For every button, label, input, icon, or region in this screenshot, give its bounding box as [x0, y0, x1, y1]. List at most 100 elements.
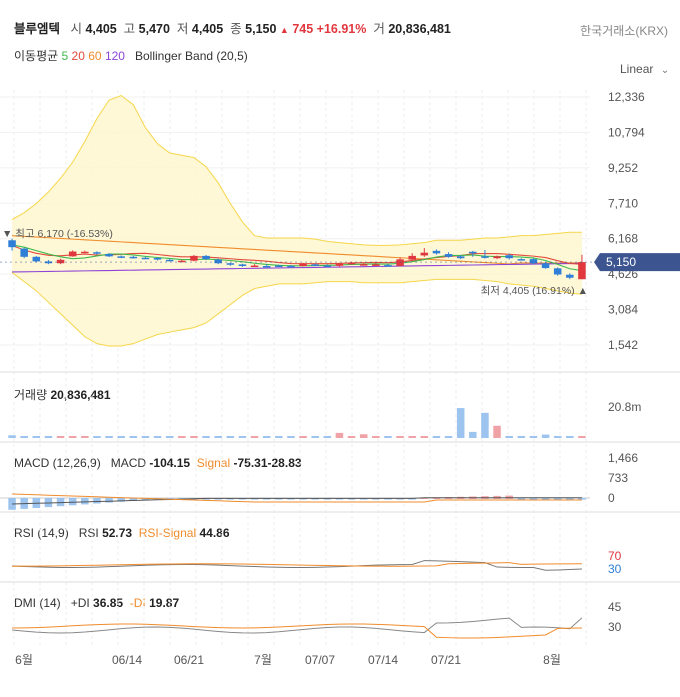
- price-tick-0: 12,336: [608, 90, 645, 104]
- candle-17: [214, 259, 222, 264]
- volume-bar-14: [178, 436, 186, 438]
- macd-hist-10: [129, 498, 138, 501]
- pdi-label: +DI: [70, 596, 90, 610]
- volume-bar-39: [481, 412, 489, 438]
- candle-11: [141, 257, 150, 260]
- macd-hist-8: [105, 498, 113, 503]
- macd-line: [12, 497, 582, 505]
- macd-tick-2: 0: [608, 491, 615, 505]
- change-arrow-icon: ▲: [279, 25, 289, 35]
- candle-9: [117, 256, 125, 258]
- x-tick-0: 6월: [15, 653, 33, 667]
- volume-bar-38: [469, 431, 477, 438]
- volume-bar-30: [372, 436, 380, 438]
- volume-bar-41: [505, 435, 513, 438]
- ma120-label[interactable]: 120: [104, 49, 125, 63]
- volume-bar-22: [275, 436, 283, 438]
- candle-42: [517, 259, 526, 261]
- volume-bar-13: [165, 436, 174, 438]
- macd-label: MACD: [110, 456, 147, 470]
- ma60-line: [12, 235, 582, 265]
- macd-tick-1: 733: [608, 471, 628, 485]
- candle-40: [493, 256, 501, 259]
- close-value: 5,150: [245, 22, 277, 36]
- dmi-tick-30: 30: [608, 620, 622, 634]
- candle-21: [262, 266, 271, 268]
- ma60-label[interactable]: 60: [88, 49, 102, 63]
- scale-dropdown[interactable]: Linear ⌄: [620, 62, 669, 76]
- volume-pane-value: 20,836,481: [50, 388, 111, 402]
- volume-bar-46: [566, 435, 574, 438]
- macd-pane-label: MACD (12,26,9) MACD -104.15 Signal -75.3…: [14, 456, 302, 470]
- macd-signal-line: [12, 493, 582, 503]
- volume-bar-9: [117, 436, 125, 438]
- candle-15: [190, 255, 198, 261]
- volume-bar-31: [384, 436, 392, 438]
- candle-27: [335, 263, 344, 266]
- mdi-label: -DI: [129, 596, 146, 610]
- candle-24: [299, 263, 307, 267]
- ma120-line: [12, 262, 582, 273]
- bollinger-upper-line: [11, 94, 582, 246]
- macd-hist-11: [141, 498, 150, 500]
- candle-31: [384, 265, 392, 267]
- volume-bar-28: [347, 436, 356, 438]
- volume-bar-40: [493, 425, 501, 438]
- volume-bar-25: [311, 436, 319, 438]
- price-tick-1: 10,794: [608, 125, 645, 139]
- change-value: 745: [292, 22, 314, 36]
- volume-bar-12: [153, 436, 162, 438]
- dmi-pane-label: DMI (14) +DI 36.85 -DI 19.87: [14, 596, 179, 610]
- rsi-label: RSI: [78, 526, 99, 540]
- ma5-label[interactable]: 5: [61, 49, 69, 63]
- candle-19: [238, 264, 247, 267]
- x-tick-5: 07/14: [368, 653, 398, 667]
- volume-pane-label: 거래량 20,836,481: [14, 386, 111, 403]
- macd-hist-7: [93, 498, 101, 504]
- high-annotation: ▼ 최고 6,170 (-16.53%): [2, 228, 113, 240]
- macd-tick-0: 1,466: [608, 451, 638, 465]
- volume-bar-32: [396, 436, 404, 438]
- current-price-label: 5,150: [606, 255, 636, 269]
- macd-hist-6: [81, 498, 89, 505]
- exchange-label: 한국거래소(KRX): [580, 24, 668, 38]
- macd-hist-45: [553, 498, 562, 500]
- volume-bar-27: [335, 432, 344, 438]
- volume-bar-47: [578, 436, 586, 438]
- volume-bar-4: [56, 436, 65, 438]
- bollinger-label[interactable]: Bollinger Band (20,5): [135, 49, 248, 63]
- candle-6: [81, 251, 89, 254]
- volume-bar-45: [553, 435, 562, 438]
- volume-bar-16: [202, 436, 210, 438]
- indicator-legend: 이동평균 5 20 60 120 Bollinger Band (20,5): [14, 47, 248, 64]
- price-tick-3: 7,710: [608, 196, 638, 210]
- macd-hist-9: [117, 498, 125, 502]
- candle-10: [129, 256, 138, 259]
- volume-bar-43: [529, 435, 538, 438]
- volume-bar-23: [287, 436, 295, 438]
- x-tick-3: 7월: [254, 653, 272, 667]
- volume-pane-title: 거래량: [14, 388, 48, 402]
- x-tick-4: 07/07: [305, 653, 335, 667]
- candle-45: [553, 268, 562, 275]
- candle-12: [153, 257, 162, 260]
- x-tick-1: 06/14: [112, 653, 142, 667]
- bollinger-lower-line: [11, 272, 582, 347]
- candle-35: [432, 250, 441, 254]
- candle-36: [444, 254, 453, 257]
- volume-bar-34: [420, 436, 429, 438]
- price-tick-2: 9,252: [608, 161, 638, 175]
- candle-0: [8, 240, 16, 248]
- candle-23: [287, 265, 295, 268]
- rsi-tick-70: 70: [608, 549, 622, 563]
- macd-hist-value: -28.83: [267, 456, 302, 470]
- macd-hist-5: [68, 498, 77, 506]
- candle-28: [347, 262, 356, 265]
- x-tick-6: 07/21: [431, 653, 461, 667]
- candle-30: [372, 264, 380, 266]
- pdi-value: 36.85: [93, 596, 124, 610]
- rsi-tick-30: 30: [608, 562, 622, 576]
- ma20-label[interactable]: 20: [71, 49, 85, 63]
- ma-label[interactable]: 이동평균: [14, 49, 59, 63]
